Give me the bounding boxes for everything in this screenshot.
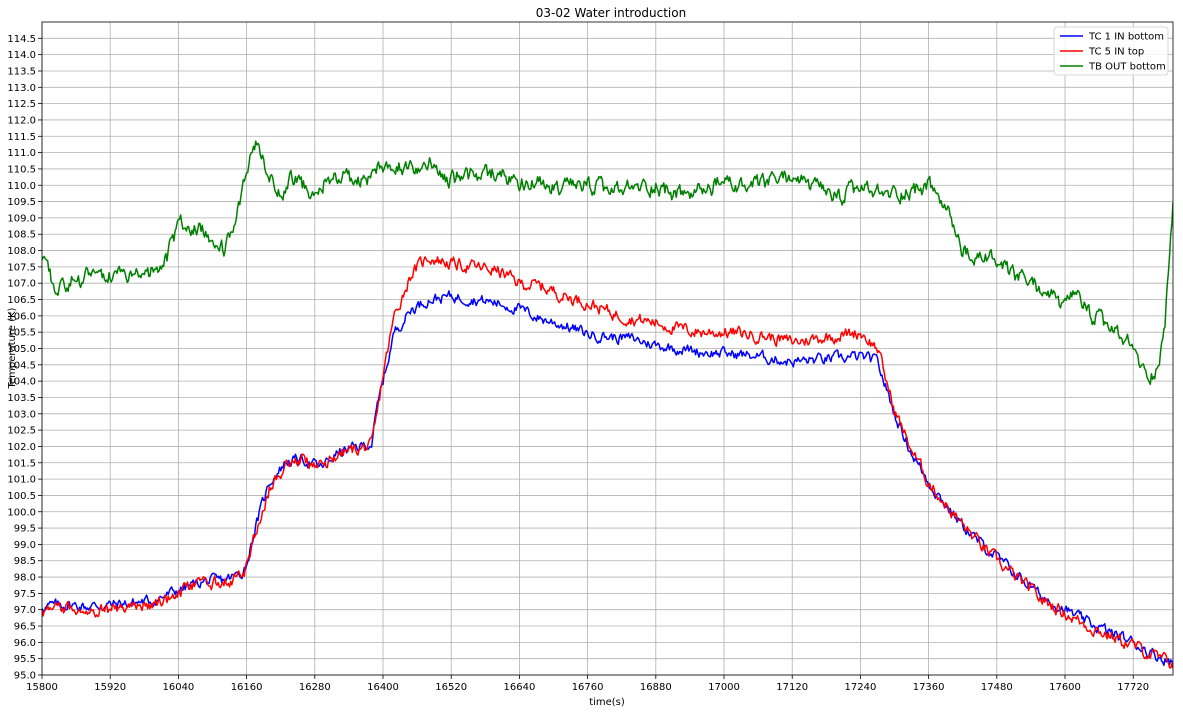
y-tick-label: 102.5 xyxy=(7,426,36,437)
y-tick-label: 104.5 xyxy=(7,360,36,371)
y-tick-label: 97.0 xyxy=(14,605,36,616)
y-tick-label: 95.5 xyxy=(14,654,36,665)
y-tick-label: 112.0 xyxy=(7,115,36,126)
x-tick-label: 17120 xyxy=(776,682,808,693)
y-tick-label: 101.5 xyxy=(7,458,36,469)
x-axis-label: time(s) xyxy=(589,697,625,708)
x-tick-label: 17000 xyxy=(708,682,740,693)
y-tick-label: 105.5 xyxy=(7,328,36,339)
y-tick-label: 108.0 xyxy=(7,246,36,257)
y-tick-label: 103.5 xyxy=(7,393,36,404)
y-tick-label: 96.5 xyxy=(14,622,36,633)
y-tick-label: 99.0 xyxy=(14,540,36,551)
y-tick-label: 99.5 xyxy=(14,524,36,535)
x-tick-label: 16880 xyxy=(640,682,672,693)
legend-label-2: TB OUT bottom xyxy=(1088,62,1166,73)
plot-area xyxy=(42,140,1173,669)
y-axis-label: Temperature (K) xyxy=(7,307,18,389)
x-tick-label: 16280 xyxy=(299,682,331,693)
y-tick-label: 101.0 xyxy=(7,475,36,486)
y-tick-label: 114.5 xyxy=(7,34,36,45)
y-tick-label: 98.5 xyxy=(14,556,36,567)
y-tick-label: 104.0 xyxy=(7,377,36,388)
y-tick-label: 100.0 xyxy=(7,507,36,518)
x-tick-label: 16640 xyxy=(504,682,536,693)
legend-label-0: TC 1 IN bottom xyxy=(1088,32,1164,43)
y-tick-label: 109.5 xyxy=(7,197,36,208)
y-axis-ticks: 95.0 95.5 96.0 96.5 97.0 97.5 98.0 98.5 99.0 99.5… xyxy=(7,34,42,682)
y-tick-label: 103.0 xyxy=(7,409,36,420)
y-tick-label: 110.5 xyxy=(7,164,36,175)
series-line-2 xyxy=(42,140,1173,386)
y-tick-label: 111.0 xyxy=(7,148,36,159)
y-tick-label: 109.0 xyxy=(7,213,36,224)
y-tick-label: 98.0 xyxy=(14,573,36,584)
x-tick-label: 17240 xyxy=(845,682,877,693)
y-tick-label: 100.5 xyxy=(7,491,36,502)
series-line-1 xyxy=(42,256,1173,669)
chart-title: 03-02 Water introduction xyxy=(536,6,686,20)
y-tick-label: 96.0 xyxy=(14,638,36,649)
x-tick-label: 16040 xyxy=(162,682,194,693)
x-tick-label: 15800 xyxy=(26,682,58,693)
series-layer xyxy=(42,140,1173,669)
x-tick-label: 17480 xyxy=(981,682,1013,693)
x-tick-label: 17720 xyxy=(1117,682,1149,693)
y-tick-label: 107.0 xyxy=(7,279,36,290)
x-tick-label: 16160 xyxy=(231,682,263,693)
legend-box xyxy=(1053,26,1169,76)
y-tick-label: 102.0 xyxy=(7,442,36,453)
y-tick-label: 97.5 xyxy=(14,589,36,600)
y-tick-label: 112.5 xyxy=(7,99,36,110)
x-tick-label: 16400 xyxy=(367,682,399,693)
x-tick-label: 17360 xyxy=(913,682,945,693)
grid-lines xyxy=(41,22,1173,676)
x-tick-label: 15920 xyxy=(94,682,126,693)
y-tick-label: 111.5 xyxy=(7,132,36,143)
y-tick-label: 113.0 xyxy=(7,83,36,94)
y-tick-label: 106.0 xyxy=(7,311,36,322)
y-tick-label: 108.5 xyxy=(7,230,36,241)
x-tick-label: 16520 xyxy=(435,682,467,693)
y-tick-label: 113.5 xyxy=(7,66,36,77)
y-tick-label: 114.0 xyxy=(7,50,36,61)
y-tick-label: 95.0 xyxy=(14,671,36,682)
x-tick-label: 17600 xyxy=(1049,682,1081,693)
x-axis-ticks: 15800 15920 16040 16160 16280 16400 16520 16640… xyxy=(26,675,1149,693)
legend: TC 1 IN bottom TC 5 IN top TB OUT bottom xyxy=(1053,26,1169,76)
y-tick-label: 105.0 xyxy=(7,344,36,355)
y-tick-label: 106.5 xyxy=(7,295,36,306)
y-tick-label: 110.0 xyxy=(7,181,36,192)
x-tick-label: 16760 xyxy=(572,682,604,693)
y-tick-label: 107.5 xyxy=(7,262,36,273)
legend-label-1: TC 5 IN top xyxy=(1088,47,1144,58)
